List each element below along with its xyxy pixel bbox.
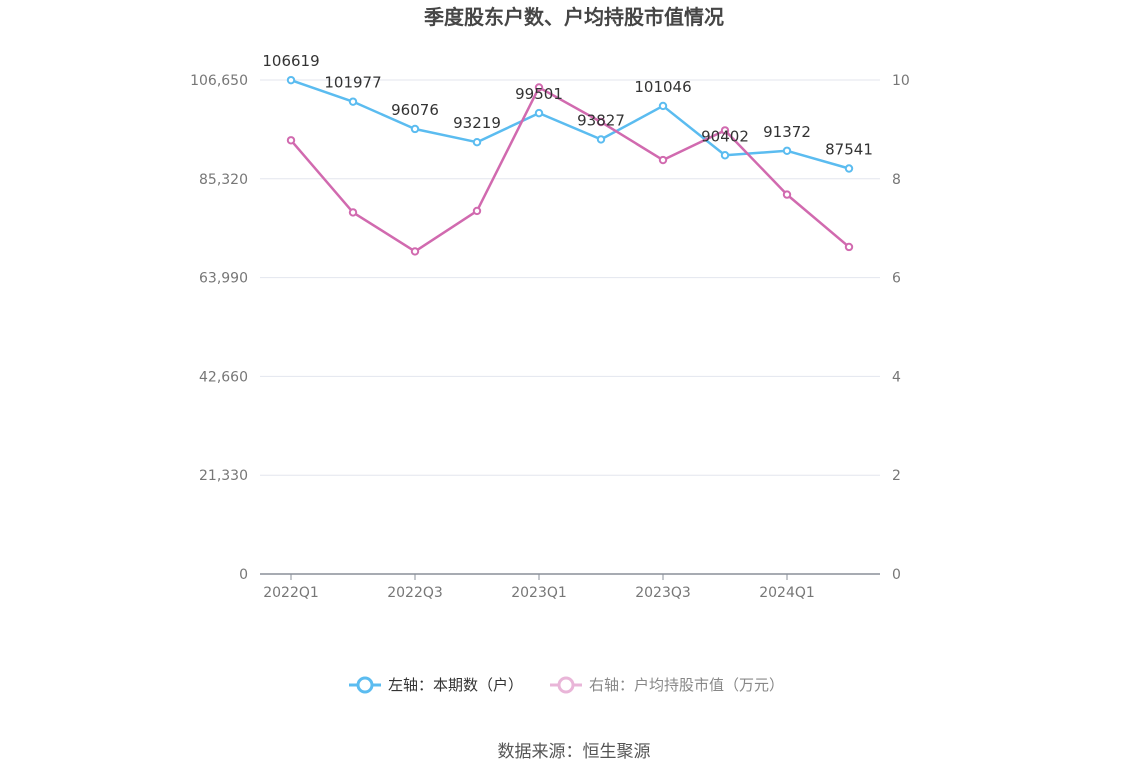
right-axis-tick-label: 10: [892, 73, 910, 89]
axes: 0 21,330 42,660 63,990 85,320 106,650 0 2 4 6 8 10 2…: [190, 73, 910, 601]
legend-left-series-marker: [356, 676, 374, 694]
left-axis-tick-label: 42,660: [199, 369, 248, 385]
right-series-point: [782, 190, 792, 199]
left-axis-tick-label: 63,990: [199, 271, 248, 287]
x-axis-tick-label: 2022Q1: [263, 585, 319, 601]
grid-lines: [260, 79, 880, 476]
right-series-point: [286, 136, 296, 145]
right-series-point: [720, 126, 730, 135]
right-series-point: [410, 247, 420, 256]
left-series-point: [596, 135, 606, 144]
left-axis-tick-label: 0: [239, 567, 248, 583]
right-axis-tick-label: 4: [892, 369, 901, 385]
left-series-point: [286, 75, 296, 85]
right-series-point: [844, 242, 854, 252]
data-label: 93219: [453, 114, 501, 132]
right-axis-tick-label: 0: [892, 567, 901, 583]
right-series-point: [472, 206, 482, 216]
left-series-point: [348, 97, 358, 106]
left-series-point: [720, 151, 730, 160]
legend-right-series-marker: [557, 676, 575, 694]
legend-item-right-axis-series[interactable]: 右轴：户均持股市值（万元）: [550, 676, 784, 694]
left-series-point: [844, 164, 854, 173]
data-label: 87541: [825, 141, 873, 159]
right-axis-tick-label: 6: [892, 271, 901, 287]
data-labels: 106619 101977 96076 93219 99501 93827 101046 90…: [262, 52, 872, 158]
data-label: 101046: [634, 78, 691, 96]
left-series-point: [410, 124, 420, 134]
left-axis-tick-label: 85,320: [199, 172, 248, 188]
data-label: 99501: [515, 85, 563, 103]
left-series-point: [534, 108, 544, 118]
data-label: 101977: [324, 74, 381, 92]
data-label: 91372: [763, 123, 811, 141]
data-label: 96076: [391, 101, 439, 119]
left-axis-tick-label: 21,330: [199, 468, 248, 484]
legend-right-series-label: 右轴：户均持股市值（万元）: [589, 676, 784, 694]
legend-left-series-label: 左轴：本期数（户）: [388, 676, 523, 694]
left-series-point: [658, 101, 668, 111]
data-label: 106619: [262, 52, 319, 70]
data-label: 93827: [577, 111, 625, 129]
left-series-line: [290, 78, 850, 170]
left-series-point: [472, 138, 482, 147]
right-series-point: [348, 208, 358, 217]
legend: 左轴：本期数（户） 右轴：户均持股市值（万元）: [349, 676, 784, 694]
left-axis-tick-label: 106,650: [190, 73, 248, 89]
legend-item-left-axis-series[interactable]: 左轴：本期数（户）: [349, 676, 523, 694]
right-axis-tick-label: 8: [892, 172, 901, 188]
x-axis-tick-label: 2022Q3: [387, 585, 443, 601]
x-axis-tick-label: 2024Q1: [759, 585, 815, 601]
x-axis-tick-label: 2023Q3: [635, 585, 691, 601]
left-series-point: [782, 146, 792, 155]
right-series-point: [658, 155, 668, 165]
series-lines: [286, 75, 854, 256]
right-axis-tick-label: 2: [892, 468, 901, 484]
data-label: 90402: [701, 127, 749, 145]
chart-title: 季度股东户数、户均持股市值情况: [423, 5, 724, 29]
data-source-note: 数据来源：恒生聚源: [498, 742, 651, 762]
right-series-line: [290, 86, 850, 253]
right-series-point: [596, 117, 606, 127]
x-axis-tick-label: 2023Q1: [511, 585, 567, 601]
right-series-point: [534, 83, 544, 92]
